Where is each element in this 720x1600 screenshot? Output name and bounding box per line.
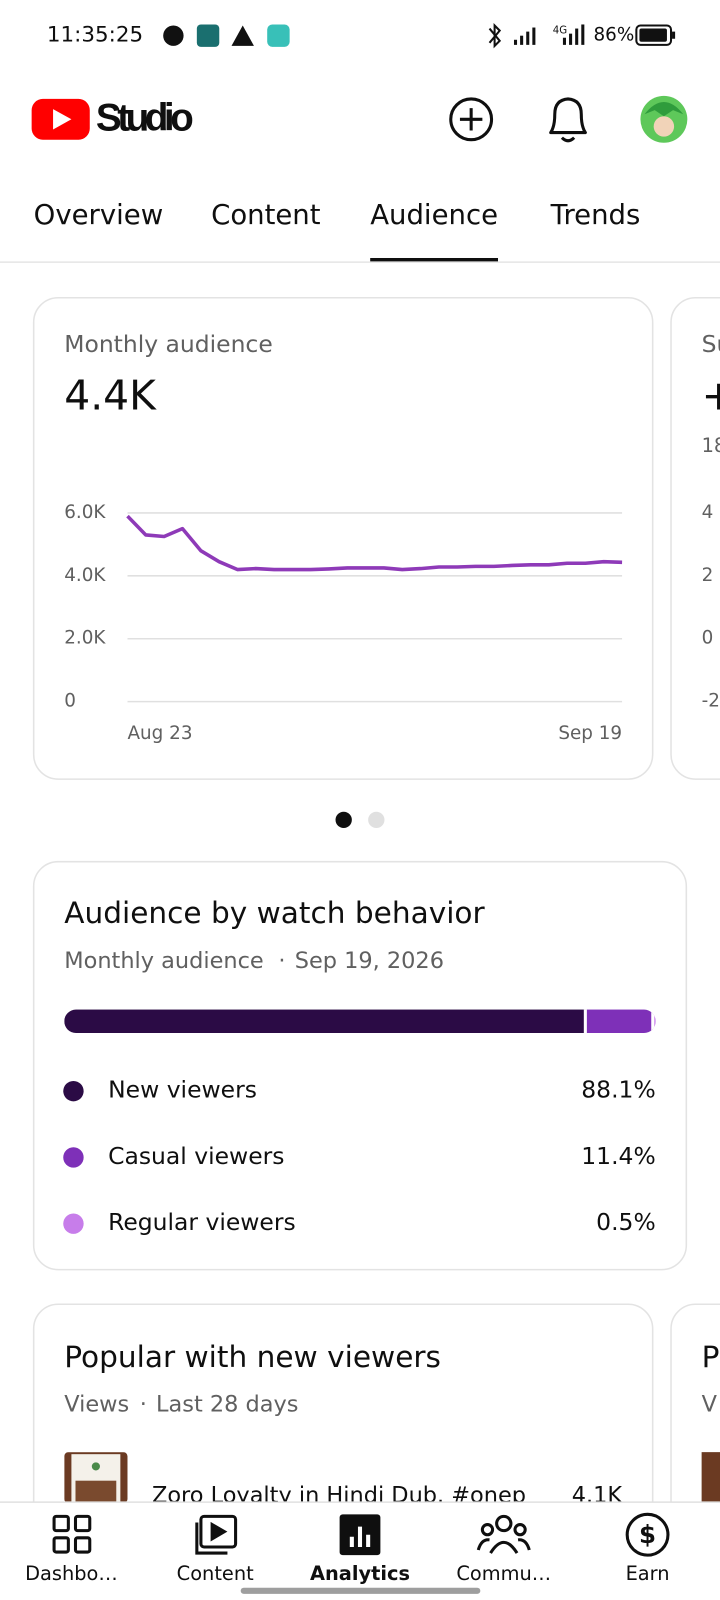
- signal-icon: [513, 27, 536, 45]
- line-chart: 0 2.0K 4.0K 6.0K Aug 23 Sep 19: [64, 502, 623, 744]
- card-subtitle: Monthly audience: [64, 948, 263, 974]
- card-title: P: [702, 1340, 720, 1374]
- nav-icon-earn: $: [639, 1520, 656, 1549]
- notifications-button[interactable]: [549, 97, 587, 143]
- battery-percent: 86%: [594, 25, 635, 46]
- card-title: Monthly audience: [64, 330, 272, 358]
- clock: 11:35:25: [47, 23, 143, 48]
- battery-icon: [635, 24, 673, 46]
- value-label: 88.1%: [581, 1076, 655, 1104]
- bar-segment: [64, 1009, 586, 1034]
- nav-label[interactable]: Dashbo…: [25, 1562, 118, 1585]
- tab[interactable]: Trends: [550, 199, 641, 231]
- y-tick-label: 2.0K: [64, 628, 106, 649]
- card[interactable]: [670, 297, 720, 780]
- tab[interactable]: Overview: [34, 199, 164, 231]
- nav-label[interactable]: Content: [177, 1562, 254, 1585]
- x-tick-label: Aug 23: [127, 723, 192, 744]
- x-tick-label: Sep 19: [558, 723, 622, 744]
- account-avatar[interactable]: [640, 95, 688, 143]
- card-headline: 4.4K: [64, 372, 157, 420]
- card-metric: V: [702, 1392, 718, 1418]
- y-tick-label: 4.0K: [64, 565, 106, 586]
- nav-icon-analytics-bars: [349, 1526, 371, 1547]
- video-thumbnail[interactable]: [701, 1452, 720, 1504]
- signal-icon: [562, 24, 585, 45]
- tab[interactable]: Audience: [370, 199, 498, 231]
- y-tick-label: 4: [702, 502, 714, 523]
- legend-label: New viewers: [108, 1076, 257, 1104]
- nav-labels: Dashbo… Content Analytics Commu… Earn: [25, 1562, 669, 1585]
- line-series: [126, 514, 623, 572]
- nav-label[interactable]: Commu…: [456, 1562, 551, 1585]
- card-metric: Views: [64, 1392, 129, 1418]
- card-date: Sep 19, 2026: [295, 948, 444, 974]
- battery-tip: [672, 31, 676, 39]
- video-thumbnail[interactable]: [64, 1452, 128, 1504]
- card-headline: +: [702, 372, 720, 420]
- create-button[interactable]: [449, 97, 494, 142]
- nav-label[interactable]: Earn: [626, 1562, 670, 1585]
- network-type: 4G: [553, 26, 567, 37]
- page-dot[interactable]: [368, 811, 385, 829]
- legend-swatch: [63, 1080, 84, 1102]
- home-indicator: [240, 1587, 481, 1594]
- legend-swatch: [63, 1213, 84, 1234]
- card-subtitle: 18: [702, 434, 720, 457]
- card-title: Su: [702, 330, 720, 358]
- card-title: Popular with new viewers: [64, 1340, 441, 1374]
- legend-swatch: [63, 1147, 84, 1168]
- app-icon: [267, 24, 290, 47]
- separator: ·: [278, 948, 285, 974]
- value-label: 0.5%: [596, 1208, 656, 1236]
- bluetooth-icon: [488, 23, 502, 49]
- tab-indicator: [370, 257, 499, 263]
- battery-level: [639, 28, 667, 42]
- y-tick-label: 0: [64, 691, 76, 712]
- card[interactable]: [32, 860, 688, 1271]
- card-period: Last 28 days: [156, 1392, 298, 1418]
- tab-bar: Overview Content Audience Trends: [34, 199, 641, 263]
- y-tick-label: 0: [702, 628, 714, 649]
- card[interactable]: [32, 297, 654, 780]
- nav-icons: [52, 1512, 670, 1557]
- legend-label: Casual viewers: [108, 1142, 284, 1170]
- tab[interactable]: Content: [211, 199, 321, 231]
- logo[interactable]: Studio: [31, 97, 194, 140]
- card-title: Audience by watch behavior: [64, 896, 485, 930]
- page-dot[interactable]: [335, 811, 352, 829]
- legend-label: Regular viewers: [108, 1208, 296, 1236]
- logo-text: Studio: [96, 97, 194, 140]
- y-tick-label: -2: [702, 691, 720, 712]
- value-label: 11.4%: [581, 1142, 655, 1170]
- stacked-bar: New viewers 88.1% Casual viewers 11.4% Regul…: [63, 1009, 656, 1236]
- segment-gap: [583, 1009, 587, 1034]
- y-tick-label: 2: [702, 565, 714, 586]
- app-icon: [196, 24, 220, 47]
- bar-segment: [585, 1009, 653, 1034]
- mini-chart: 4 2 0 -2: [702, 502, 720, 712]
- messenger-icon: [163, 25, 184, 46]
- logo-play: [53, 109, 72, 130]
- y-tick-label: 6.0K: [64, 502, 106, 523]
- bar-track: [64, 1009, 656, 1034]
- segment-gap: [651, 1009, 655, 1034]
- separator: ·: [140, 1392, 147, 1418]
- nav-label[interactable]: Analytics: [310, 1562, 410, 1585]
- warning-icon: [231, 25, 254, 46]
